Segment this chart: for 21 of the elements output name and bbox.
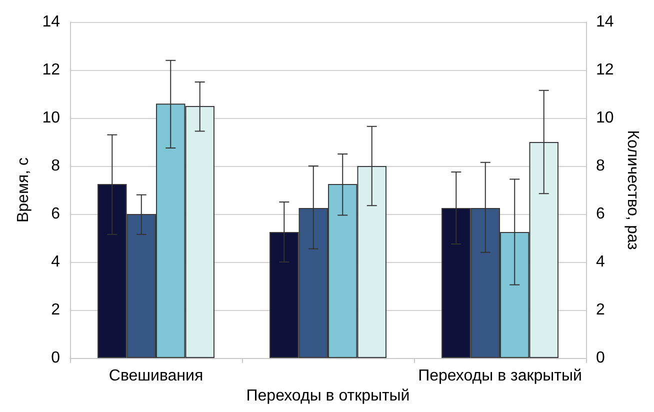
- x-tick-label: Переходы в открытый: [246, 388, 410, 404]
- y2-tick-label: 4: [596, 254, 605, 270]
- y-tick-label: 14: [42, 14, 60, 30]
- y2-tick-label: 8: [596, 158, 605, 174]
- x-tick-label: Переходы в закрытый: [418, 368, 582, 384]
- y-tick-label: 0: [51, 350, 60, 366]
- y-tick-label: 4: [51, 254, 60, 270]
- y-tick-label: 12: [42, 62, 60, 78]
- y2-tick-label: 6: [596, 206, 605, 222]
- y2-axis-title: Количество, раз: [624, 130, 642, 250]
- y2-tick-label: 10: [596, 110, 614, 126]
- y-axis-title: Время, с: [14, 157, 32, 223]
- y-tick-label: 2: [51, 302, 60, 318]
- y2-tick-label: 0: [596, 350, 605, 366]
- y-tick-label: 10: [42, 110, 60, 126]
- y-tick-label: 6: [51, 206, 60, 222]
- y2-tick-label: 2: [596, 302, 605, 318]
- y2-tick-label: 12: [596, 62, 614, 78]
- y-tick-label: 8: [51, 158, 60, 174]
- y2-tick-label: 14: [596, 14, 614, 30]
- x-tick-label: Свешивания: [108, 368, 204, 384]
